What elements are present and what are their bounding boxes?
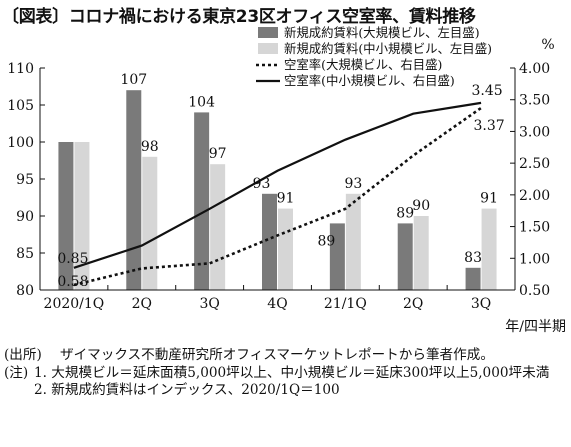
bar-label-large-1: 107 bbox=[120, 72, 147, 88]
notes: (出所) ザイマックス不動産研究所オフィスマーケットレポートから筆者作成。 (注… bbox=[4, 347, 569, 400]
bar-large-4 bbox=[329, 223, 345, 290]
bar-label-small-2: 97 bbox=[209, 146, 227, 162]
x-tick-label-1: 2Q bbox=[132, 296, 152, 312]
left-tick-label-5: 105 bbox=[7, 98, 34, 114]
source-note: (出所) ザイマックス不動産研究所オフィスマーケットレポートから筆者作成。 bbox=[4, 347, 569, 365]
right-tick-label-4: 2.50 bbox=[519, 156, 550, 172]
left-tick-label-4: 100 bbox=[7, 135, 34, 151]
legend-swatch-1 bbox=[258, 43, 278, 54]
right-tick-label-3: 2.00 bbox=[519, 188, 550, 204]
line-label-small-6: 3.45 bbox=[471, 83, 502, 99]
bar-large-5 bbox=[397, 223, 413, 290]
left-tick-label-3: 95 bbox=[16, 172, 34, 188]
source-text: ザイマックス不動産研究所オフィスマーケットレポートから筆者作成。 bbox=[60, 347, 494, 363]
bar-label-small-5: 90 bbox=[412, 198, 430, 214]
bar-large-6 bbox=[465, 267, 481, 290]
left-tick-label-6: 110 bbox=[7, 61, 34, 77]
bar-small-0 bbox=[74, 142, 90, 290]
bar-label-large-2: 104 bbox=[188, 94, 215, 110]
source-label: (出所) bbox=[4, 347, 42, 363]
legend-label-0: 新規成約賃料(大規模ビル、左目盛) bbox=[284, 25, 480, 40]
bar-small-4 bbox=[345, 193, 361, 290]
right-tick-label-6: 3.50 bbox=[519, 93, 550, 109]
x-tick-label-4: 21/1Q bbox=[324, 296, 367, 312]
line-label-small-0: 0.85 bbox=[57, 251, 88, 267]
x-tick-label-0: 2020/1Q bbox=[44, 296, 105, 312]
bar-large-0 bbox=[58, 142, 74, 290]
chart: 80 85 90 95 100 105 110 0.50 1.00 1.50 2.00 2.50 3.0… bbox=[7, 25, 566, 335]
chart-title: 〔図表〕コロナ禍における東京23区オフィス空室率、賃料推移 bbox=[2, 7, 476, 27]
bar-label-large-6: 83 bbox=[464, 250, 482, 266]
x-tick-label-6: 3Q bbox=[471, 296, 491, 312]
line-label-large-6: 3.37 bbox=[473, 118, 504, 134]
x-axis-label: 年/四半期 bbox=[505, 319, 566, 335]
right-tick-label-5: 3.00 bbox=[519, 124, 550, 140]
bar-small-3 bbox=[278, 208, 293, 290]
bar-label-small-1: 98 bbox=[141, 139, 159, 155]
right-tick-label-7: 4.00 bbox=[519, 61, 550, 77]
bar-label-small-6: 91 bbox=[480, 191, 498, 207]
note-1: 1. 大規模ビル＝延床面積5,000坪以上、中小規模ビル＝延床300坪以上5,0… bbox=[34, 364, 550, 381]
bar-small-2 bbox=[210, 164, 226, 290]
legend-label-3: 空室率(中小規模ビル、右目盛) bbox=[284, 73, 455, 88]
vacancy-large-line bbox=[73, 106, 482, 287]
right-tick-label-0: 0.50 bbox=[519, 283, 550, 299]
footnote: (注) 1. 大規模ビル＝延床面積5,000坪以上、中小規模ビル＝延床300坪以… bbox=[4, 365, 569, 400]
x-tick-label-3: 4Q bbox=[267, 296, 287, 312]
legend-label-1: 新規成約賃料(中小規模ビル、左目盛) bbox=[284, 41, 492, 56]
bar-label-small-4: 93 bbox=[344, 176, 362, 192]
bar-small-1 bbox=[142, 156, 158, 290]
bar-label-small-3: 91 bbox=[277, 191, 295, 207]
bar-label-large-4: 89 bbox=[317, 233, 335, 249]
bar-large-1 bbox=[126, 90, 142, 290]
note-label: (注) bbox=[4, 364, 29, 381]
legend-label-2: 空室率(大規模ビル、右目盛) bbox=[284, 57, 442, 72]
right-tick-label-1: 1.00 bbox=[519, 251, 550, 267]
bar-label-large-5: 89 bbox=[396, 205, 414, 221]
vacancy-small-line bbox=[73, 101, 482, 269]
bar-small-5 bbox=[413, 216, 429, 290]
x-tick-label-2: 3Q bbox=[199, 296, 219, 312]
left-tick-label-1: 85 bbox=[16, 246, 34, 262]
x-tick-label-5: 2Q bbox=[403, 296, 423, 312]
note-2: 2. 新規成約賃料はインデックス、2020/1Q＝100 bbox=[34, 382, 340, 398]
right-axis-unit: % bbox=[541, 37, 554, 53]
left-tick-label-0: 80 bbox=[16, 283, 34, 299]
bar-label-large-3: 93 bbox=[253, 176, 271, 192]
legend: 新規成約賃料(大規模ビル、左目盛)新規成約賃料(中小規模ビル、左目盛)空室率(大… bbox=[256, 25, 492, 88]
bar-small-6 bbox=[481, 208, 497, 290]
bar-large-2 bbox=[194, 112, 210, 291]
left-tick-label-2: 90 bbox=[16, 209, 34, 225]
right-tick-label-2: 1.50 bbox=[519, 220, 550, 236]
legend-swatch-0 bbox=[258, 27, 278, 38]
bar-large-3 bbox=[262, 193, 277, 290]
line-label-large-0: 0.58 bbox=[57, 274, 88, 290]
